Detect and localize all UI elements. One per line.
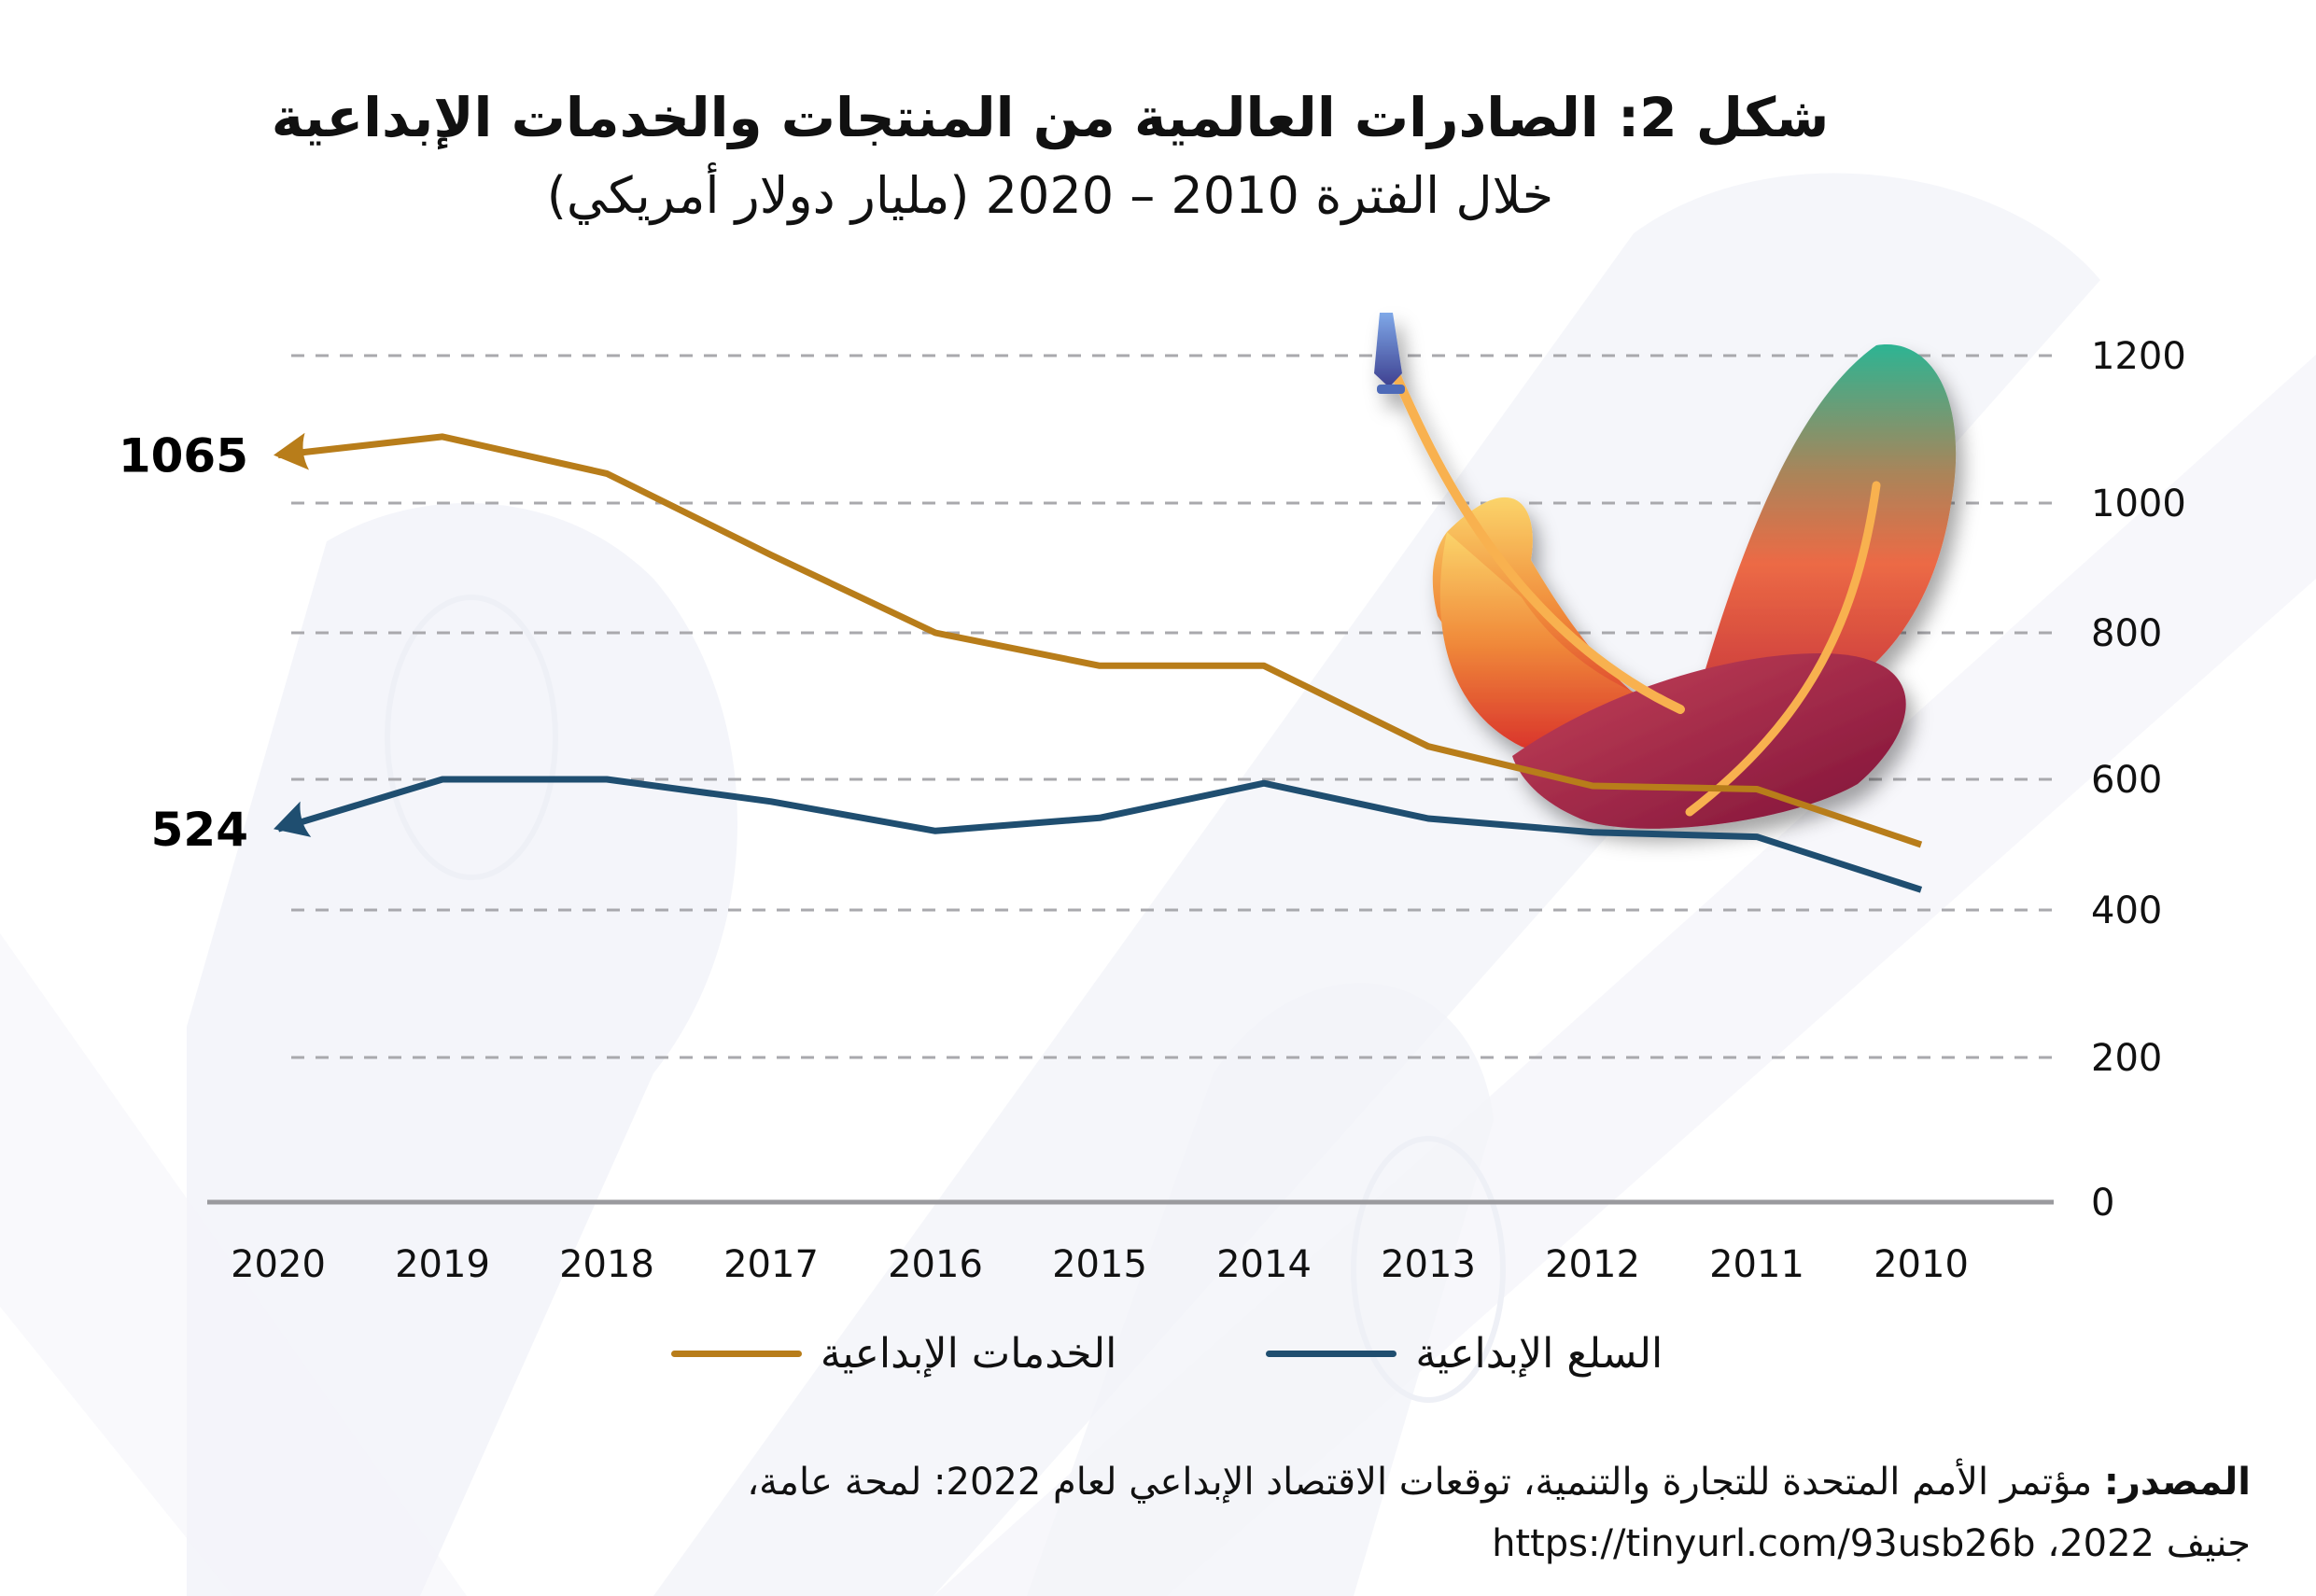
end-labels: 1065 524 xyxy=(119,429,248,858)
y-tick-label: 400 xyxy=(2091,889,2162,932)
end-value-label: 524 xyxy=(151,803,248,857)
source-url[interactable]: https://tinyurl.com/93usb26b xyxy=(1492,1522,2036,1565)
x-tick-label: 2020 xyxy=(231,1243,326,1286)
legend-label-services: الخدمات الإبداعية xyxy=(820,1329,1117,1378)
y-tick-label: 600 xyxy=(2091,759,2162,802)
x-axis-ticks: 2020 2019 2018 2017 2016 2015 2014 2013 2012 2011… xyxy=(231,1243,1969,1286)
source-prefix: جنيف 2022، xyxy=(2047,1522,2251,1565)
legend-swatch-services xyxy=(670,1350,802,1357)
x-tick-label: 2016 xyxy=(888,1243,983,1286)
source-note: المصدر: مؤتمر الأمم المتحدة للتجارة والت… xyxy=(197,1451,2251,1575)
x-tick-label: 2017 xyxy=(723,1243,819,1286)
y-tick-label: 0 xyxy=(2091,1182,2114,1225)
y-tick-label: 800 xyxy=(2091,612,2162,655)
y-tick-label: 200 xyxy=(2091,1037,2162,1080)
x-tick-label: 2011 xyxy=(1709,1243,1804,1286)
y-axis-ticks: 0 200 400 600 800 1000 1200 xyxy=(2091,335,2186,1225)
arrowhead-icon xyxy=(274,432,310,470)
legend-item-services: الخدمات الإبداعية xyxy=(670,1329,1117,1378)
x-tick-label: 2012 xyxy=(1545,1243,1640,1286)
legend-swatch-goods xyxy=(1266,1350,1397,1357)
x-tick-label: 2019 xyxy=(395,1243,490,1286)
chart-subtitle: خلال الفترة 2010 – 2020 (مليار دولار أمر… xyxy=(546,166,1554,225)
x-tick-label: 2013 xyxy=(1381,1243,1476,1286)
chart-legend: السلع الإبداعية الخدمات الإبداعية xyxy=(560,1325,1774,1381)
x-tick-label: 2018 xyxy=(559,1243,654,1286)
series-line-services xyxy=(277,433,1923,848)
series-line-goods xyxy=(276,776,1923,893)
source-line-1: المصدر: مؤتمر الأمم المتحدة للتجارة والت… xyxy=(197,1451,2251,1513)
legend-label-goods: السلع الإبداعية xyxy=(1415,1329,1663,1378)
y-tick-label: 1000 xyxy=(2091,483,2186,525)
chart-title: شكل 2: الصادرات العالمية من المنتجات وال… xyxy=(271,86,1830,149)
x-tick-label: 2015 xyxy=(1052,1243,1147,1286)
arrowhead-icon xyxy=(274,801,312,837)
x-tick-label: 2010 xyxy=(1874,1243,1969,1286)
end-value-label: 1065 xyxy=(119,429,248,483)
source-line-2: جنيف 2022، https://tinyurl.com/93usb26b xyxy=(197,1513,2251,1575)
series-lines xyxy=(274,432,1923,893)
source-text: مؤتمر الأمم المتحدة للتجارة والتنمية، تو… xyxy=(747,1461,2093,1504)
legend-item-goods: السلع الإبداعية xyxy=(1266,1330,1663,1378)
x-tick-label: 2014 xyxy=(1216,1243,1312,1286)
y-tick-label: 1200 xyxy=(2091,335,2186,378)
source-label: المصدر: xyxy=(2103,1461,2251,1504)
